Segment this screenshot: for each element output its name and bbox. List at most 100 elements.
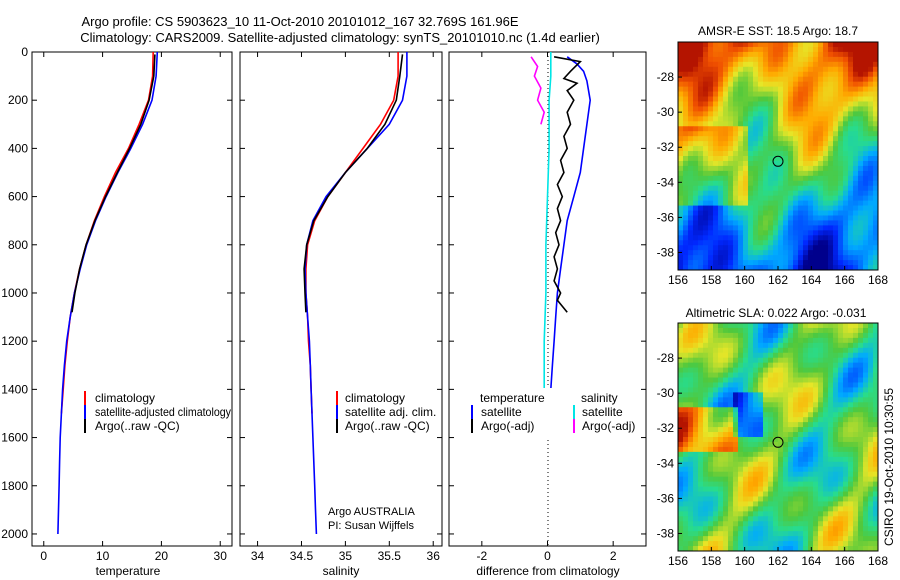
map-cell [768, 357, 774, 364]
map-cell [768, 332, 774, 339]
map-cell [858, 160, 864, 167]
map-cell [683, 456, 689, 463]
map-cell [793, 260, 799, 266]
map-cell [833, 61, 839, 68]
map-cell [683, 205, 689, 211]
map-cell [703, 367, 709, 373]
map-cell [868, 451, 874, 458]
map-cell [733, 481, 739, 487]
map-cell [798, 116, 804, 122]
map-cell [693, 210, 699, 216]
map-cell [858, 496, 864, 502]
map-cell [833, 235, 839, 241]
map-cell [788, 437, 794, 443]
map-cell [783, 121, 789, 127]
map-cell [778, 185, 784, 192]
map-cell [738, 131, 744, 137]
map-cell [698, 476, 704, 483]
map-cell [693, 352, 699, 359]
map-cell [678, 327, 684, 334]
map-cell [693, 81, 699, 88]
map-cell [873, 205, 879, 211]
map-cell [843, 160, 849, 167]
map-cell [788, 382, 794, 388]
map-cell [778, 250, 784, 256]
map-cell [853, 190, 859, 197]
map-cell [793, 392, 799, 398]
map-cell [808, 347, 814, 354]
map-cell [723, 332, 729, 339]
map-cell [843, 255, 849, 261]
map-cell [693, 126, 699, 132]
map-cell [713, 136, 719, 142]
map-cell [713, 71, 719, 78]
map-cell [813, 136, 819, 142]
map-cell [693, 486, 699, 492]
map-cell [803, 327, 809, 334]
map-cell [838, 91, 844, 97]
map-cell [868, 516, 874, 522]
map-cell [678, 437, 684, 443]
map-cell [738, 235, 744, 241]
map-cell [833, 412, 839, 418]
map-cell [703, 56, 709, 63]
map-cell [858, 387, 864, 393]
map-cell [758, 220, 764, 226]
map-cell [768, 367, 774, 373]
map-cell [823, 372, 829, 378]
map-cell [828, 165, 834, 172]
map-cell [813, 56, 819, 63]
map-cell [728, 81, 734, 88]
map-cell [688, 190, 694, 197]
map-cell [753, 126, 759, 132]
map-cell [733, 146, 739, 152]
map-cell [678, 200, 684, 206]
map-cell [823, 342, 829, 349]
map-cell [798, 230, 804, 236]
map-cell [748, 526, 754, 532]
temperature-legend: climatology satellite-adjusted climatolo… [84, 391, 231, 433]
map-cell [848, 536, 854, 542]
map-cell [693, 506, 699, 512]
map-cell [868, 337, 874, 344]
map-cell [848, 476, 854, 483]
map-cell [838, 42, 844, 48]
map-cell [848, 456, 854, 463]
map-cell [778, 215, 784, 221]
map-cell [748, 471, 754, 478]
map-cell [848, 51, 854, 58]
map-cell [813, 86, 819, 92]
map-cell [758, 461, 764, 468]
map-cell [713, 190, 719, 197]
map-cell [728, 71, 734, 78]
map-cell [793, 347, 799, 354]
map-cell [748, 382, 754, 388]
map-cell [743, 235, 749, 241]
map-cell [728, 347, 734, 354]
map-cell [773, 240, 779, 246]
map-cell [798, 432, 804, 438]
map-cell [678, 195, 684, 202]
map-cell [853, 180, 859, 187]
map-cell [753, 347, 759, 354]
map-cell [818, 382, 824, 388]
map-cell [843, 111, 849, 117]
map-cell [838, 240, 844, 246]
map-cell [698, 230, 704, 236]
map-cell [703, 531, 709, 537]
map-cell [743, 337, 749, 344]
map-cell [778, 245, 784, 251]
map-cell [868, 46, 874, 53]
map-cell [873, 116, 879, 122]
map-cell [723, 516, 729, 522]
map-cell [703, 42, 709, 48]
map-cell [843, 407, 849, 413]
map-cell [843, 46, 849, 53]
map-cell [723, 392, 729, 398]
map-cell [713, 160, 719, 167]
map-cell [808, 506, 814, 512]
map-cell [843, 76, 849, 83]
map-cell [858, 526, 864, 532]
map-cell [823, 441, 829, 448]
map-cell [873, 466, 879, 473]
